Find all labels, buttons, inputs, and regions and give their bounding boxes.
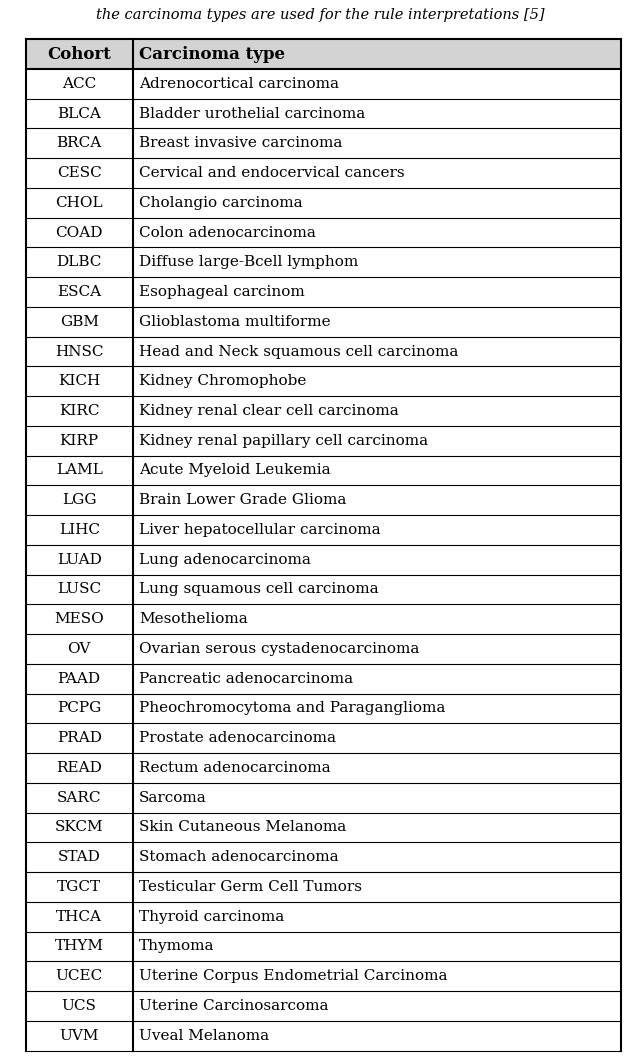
Text: LIHC: LIHC: [59, 523, 100, 537]
Text: UVM: UVM: [60, 1028, 99, 1043]
Text: THCA: THCA: [56, 910, 102, 923]
Text: Brain Lower Grade Glioma: Brain Lower Grade Glioma: [139, 493, 346, 507]
Text: KICH: KICH: [58, 374, 100, 389]
Text: Testicular Germ Cell Tumors: Testicular Germ Cell Tumors: [139, 880, 362, 894]
Text: Sarcoma: Sarcoma: [139, 791, 207, 805]
Text: LGG: LGG: [62, 493, 97, 507]
Text: Uterine Carcinosarcoma: Uterine Carcinosarcoma: [139, 999, 328, 1012]
Text: THYM: THYM: [54, 939, 104, 953]
Text: Breast invasive carcinoma: Breast invasive carcinoma: [139, 137, 342, 150]
Text: Adrenocortical carcinoma: Adrenocortical carcinoma: [139, 77, 339, 91]
Text: Cohort: Cohort: [47, 46, 111, 62]
Text: Thymoma: Thymoma: [139, 939, 214, 953]
Text: Lung adenocarcinoma: Lung adenocarcinoma: [139, 553, 311, 567]
Text: TGCT: TGCT: [57, 880, 101, 894]
Text: LUAD: LUAD: [57, 553, 102, 567]
Text: Cholangio carcinoma: Cholangio carcinoma: [139, 196, 303, 210]
Text: PAAD: PAAD: [58, 671, 100, 686]
Text: Mesothelioma: Mesothelioma: [139, 612, 248, 626]
Text: Uterine Corpus Endometrial Carcinoma: Uterine Corpus Endometrial Carcinoma: [139, 969, 447, 983]
Text: Kidney renal clear cell carcinoma: Kidney renal clear cell carcinoma: [139, 403, 399, 418]
Text: Kidney renal papillary cell carcinoma: Kidney renal papillary cell carcinoma: [139, 434, 428, 448]
Text: Diffuse large-Bcell lymphom: Diffuse large-Bcell lymphom: [139, 255, 358, 269]
Text: Ovarian serous cystadenocarcinoma: Ovarian serous cystadenocarcinoma: [139, 642, 419, 656]
Text: Carcinoma type: Carcinoma type: [139, 46, 285, 62]
Text: STAD: STAD: [58, 850, 100, 864]
Text: GBM: GBM: [60, 315, 99, 328]
Text: MESO: MESO: [54, 612, 104, 626]
Text: ACC: ACC: [62, 77, 96, 91]
Text: COAD: COAD: [56, 226, 103, 239]
Text: Stomach adenocarcinoma: Stomach adenocarcinoma: [139, 850, 339, 864]
Text: ESCA: ESCA: [57, 285, 101, 299]
Text: UCEC: UCEC: [56, 969, 103, 983]
Text: READ: READ: [56, 761, 102, 775]
Text: the carcinoma types are used for the rule interpretations [5]: the carcinoma types are used for the rul…: [96, 8, 544, 22]
Text: Cervical and endocervical cancers: Cervical and endocervical cancers: [139, 166, 404, 180]
Text: Pheochromocytoma and Paraganglioma: Pheochromocytoma and Paraganglioma: [139, 701, 445, 716]
Text: Kidney Chromophobe: Kidney Chromophobe: [139, 374, 307, 389]
Text: Uveal Melanoma: Uveal Melanoma: [139, 1028, 269, 1043]
Text: KIRP: KIRP: [60, 434, 99, 448]
Text: Rectum adenocarcinoma: Rectum adenocarcinoma: [139, 761, 331, 775]
Text: Skin Cutaneous Melanoma: Skin Cutaneous Melanoma: [139, 821, 346, 834]
Text: HNSC: HNSC: [55, 344, 104, 359]
Text: CHOL: CHOL: [55, 196, 103, 210]
Text: Thyroid carcinoma: Thyroid carcinoma: [139, 910, 284, 923]
Text: Lung squamous cell carcinoma: Lung squamous cell carcinoma: [139, 582, 379, 596]
Text: Colon adenocarcinoma: Colon adenocarcinoma: [139, 226, 316, 239]
Text: BLCA: BLCA: [57, 107, 101, 121]
Text: OV: OV: [67, 642, 91, 656]
Text: Bladder urothelial carcinoma: Bladder urothelial carcinoma: [139, 107, 365, 121]
Text: KIRC: KIRC: [59, 403, 99, 418]
Text: Prostate adenocarcinoma: Prostate adenocarcinoma: [139, 731, 336, 746]
Text: CESC: CESC: [57, 166, 102, 180]
Text: PRAD: PRAD: [57, 731, 102, 746]
Text: BRCA: BRCA: [56, 137, 102, 150]
Text: LUSC: LUSC: [57, 582, 101, 596]
Text: Head and Neck squamous cell carcinoma: Head and Neck squamous cell carcinoma: [139, 344, 458, 359]
Text: LAML: LAML: [56, 464, 102, 478]
Text: PCPG: PCPG: [57, 701, 101, 716]
Text: Pancreatic adenocarcinoma: Pancreatic adenocarcinoma: [139, 671, 353, 686]
Text: Acute Myeloid Leukemia: Acute Myeloid Leukemia: [139, 464, 331, 478]
Text: Glioblastoma multiforme: Glioblastoma multiforme: [139, 315, 331, 328]
Text: Liver hepatocellular carcinoma: Liver hepatocellular carcinoma: [139, 523, 381, 537]
Text: UCS: UCS: [61, 999, 97, 1012]
Text: Esophageal carcinom: Esophageal carcinom: [139, 285, 305, 299]
Bar: [26, 39, 621, 69]
Text: SARC: SARC: [57, 791, 101, 805]
Text: SKCM: SKCM: [55, 821, 104, 834]
Text: DLBC: DLBC: [56, 255, 102, 269]
